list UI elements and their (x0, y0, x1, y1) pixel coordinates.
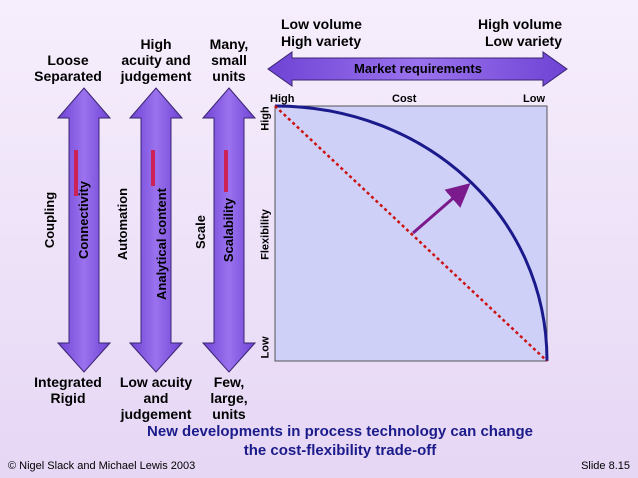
scale-label: Scale (193, 215, 208, 249)
low-volume-label: Low volume (281, 16, 362, 32)
loose-separated-label: Loose Separated (34, 52, 102, 84)
slide-title: New developments in process technology c… (90, 422, 590, 460)
flexibility-label: Flexibility (259, 209, 272, 260)
analytical-marker (151, 150, 155, 186)
analytical-content-label: Analytical content (154, 188, 169, 300)
cost-label: Cost (392, 93, 417, 105)
connectivity-label: Connectivity (76, 181, 91, 260)
many-small-units-label: Many, small units (209, 36, 249, 84)
market-requirements-arrow (267, 51, 568, 87)
low-acuity-label: Low acuity and judgement (119, 374, 193, 422)
high-variety-label: High variety (281, 33, 362, 49)
automation-arrow (128, 87, 184, 373)
shift-arrow (412, 183, 471, 235)
flexibility-high-label: High (259, 106, 272, 131)
low-variety-label: Low variety (484, 33, 562, 49)
automation-label: Automation (115, 187, 130, 261)
title-line-1: New developments in process technology c… (147, 423, 533, 440)
tradeoff-line-dashed (274, 105, 548, 362)
title-line-2: the cost-flexibility trade-off (243, 442, 437, 459)
integrated-rigid-label: Integrated Rigid (34, 374, 102, 406)
cost-low-label: Low (523, 93, 545, 105)
market-requirements-label: Market requirements (354, 61, 482, 76)
tradeoff-curve (274, 104, 549, 362)
slide-number: Slide 8.15 (581, 460, 630, 472)
cost-high-label: High (270, 93, 295, 105)
high-volume-label: High volume (477, 16, 562, 32)
coupling-label: Coupling (42, 191, 57, 249)
coupling-arrow (56, 87, 112, 373)
high-acuity-label: High acuity and judgement (120, 36, 192, 84)
few-large-units-label: Few, large, units (210, 374, 248, 422)
scale-arrow (201, 87, 257, 373)
connectivity-marker (74, 150, 78, 196)
copyright-text: © Nigel Slack and Michael Lewis 2003 (8, 460, 196, 472)
scalability-marker (224, 150, 228, 192)
scalability-label: Scalability (221, 197, 236, 263)
flexibility-low-label: Low (259, 336, 272, 359)
